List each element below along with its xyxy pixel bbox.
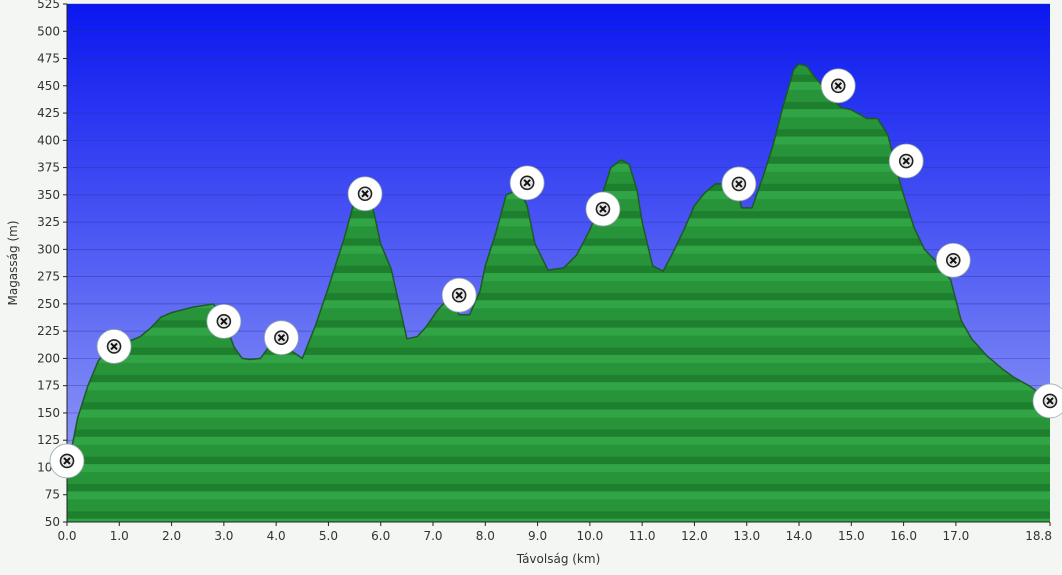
close-circle-icon [731,176,747,192]
y-tick-label: 475 [37,52,60,66]
x-tick-label: 18.8 [1025,529,1052,543]
close-circle-icon [898,153,914,169]
x-axis-title: Távolság (km) [516,552,601,566]
close-circle-icon [274,330,289,346]
close-circle-icon [357,186,373,202]
x-tick-label: 10.0 [577,529,604,543]
x-tick-label: 11.0 [629,529,656,543]
x-tick-label: 16.0 [890,529,917,543]
x-tick-label: 5.0 [319,529,338,543]
y-tick-label: 200 [37,351,60,365]
waypoint-marker[interactable] [585,191,621,227]
y-tick-label: 75 [45,488,60,502]
x-tick-label: 17.0 [943,529,970,543]
x-tick-label: 2.0 [162,529,181,543]
close-circle-icon [945,252,961,268]
waypoint-marker[interactable] [721,166,757,202]
y-tick-label: 350 [37,188,60,202]
waypoint-marker[interactable] [888,143,924,179]
y-tick-label: 300 [37,242,60,256]
elevation-area [67,64,1050,522]
y-tick-label: 500 [37,24,60,38]
y-tick-label: 225 [37,324,60,338]
waypoint-marker[interactable] [49,443,85,479]
y-tick-label: 175 [37,379,60,393]
x-tick-label: 13.0 [733,529,760,543]
x-tick-label: 6.0 [371,529,390,543]
y-tick-label: 150 [37,406,60,420]
y-tick-label: 50 [45,515,60,529]
y-tick-label: 325 [37,215,60,229]
waypoint-marker[interactable] [509,165,545,201]
waypoint-marker[interactable] [820,68,856,104]
waypoint-marker[interactable] [263,320,299,356]
close-circle-icon [595,201,611,217]
y-tick-label: 400 [37,133,60,147]
axes: 5075100125150175200225250275300325350375… [37,0,1052,543]
x-tick-label: 8.0 [476,529,495,543]
waypoint-marker[interactable] [206,303,242,339]
x-tick-label: 9.0 [528,529,547,543]
close-circle-icon [59,453,75,469]
x-tick-label: 0.0 [57,529,76,543]
x-tick-label: 15.0 [838,529,865,543]
close-circle-icon [451,287,467,303]
waypoint-marker[interactable] [347,176,383,212]
close-circle-icon [1042,393,1058,409]
x-tick-label: 3.0 [214,529,233,543]
y-tick-label: 450 [37,79,60,93]
close-circle-icon [216,314,232,329]
x-tick-label: 1.0 [110,529,129,543]
y-tick-label: 425 [37,106,60,120]
waypoint-marker[interactable] [96,329,132,364]
x-tick-label: 12.0 [681,529,708,543]
x-tick-label: 4.0 [267,529,286,543]
waypoint-marker[interactable] [935,242,971,278]
close-circle-icon [106,339,122,354]
waypoint-marker[interactable] [441,277,477,313]
close-circle-icon [519,175,535,191]
close-circle-icon [830,78,846,94]
y-tick-label: 525 [37,0,60,11]
y-tick-label: 375 [37,161,60,175]
waypoint-markers [49,68,1062,479]
x-tick-label: 7.0 [423,529,442,543]
y-tick-label: 275 [37,270,60,284]
x-tick-label: 14.0 [786,529,813,543]
y-tick-label: 125 [37,433,60,447]
elevation-line [67,63,1050,462]
y-axis-title: Magasság (m) [6,220,20,305]
y-tick-label: 250 [37,297,60,311]
waypoint-marker[interactable] [1032,383,1062,419]
